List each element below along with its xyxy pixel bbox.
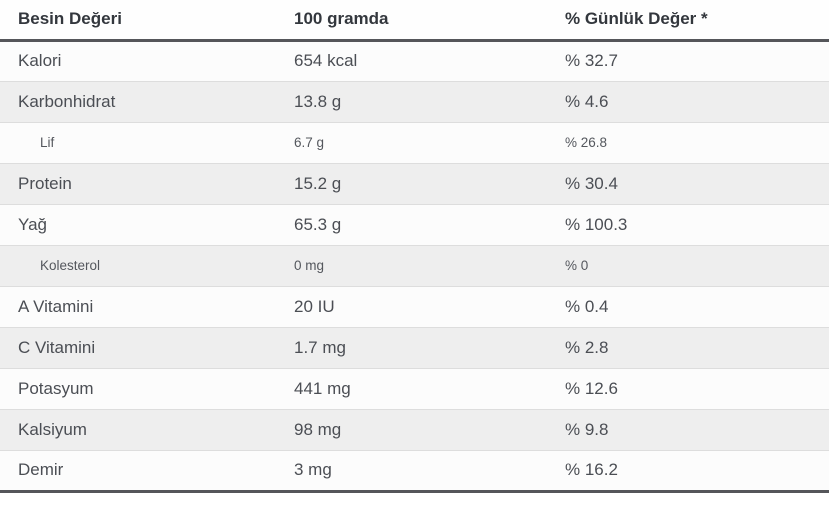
daily-value-cell: % 26.8 (565, 135, 608, 150)
nutrient-name-cell: Demir (18, 460, 64, 479)
daily-value-cell: % 9.8 (565, 419, 609, 439)
amount-cell: 1.7 mg (294, 337, 346, 357)
daily-value-cell: % 30.4 (565, 173, 618, 193)
daily-value-cell: % 0.4 (565, 296, 609, 316)
daily-value-cell: % 12.6 (565, 378, 618, 398)
table-row-sub: Kolesterol 0 mg % 0 (0, 245, 829, 286)
nutrient-name-cell: Potasyum (18, 378, 94, 398)
daily-value-cell: % 16.2 (565, 460, 618, 479)
nutrient-name-cell: A Vitamini (18, 296, 94, 316)
amount-cell: 0 mg (294, 258, 325, 273)
table-body: Kalori 654 kcal % 32.7 Karbonhidrat 13.8 g % … (0, 40, 829, 491)
nutrition-facts-table: Besin Değeri 100 gramda % Günlük Değer *… (0, 0, 829, 493)
table-row: Karbonhidrat 13.8 g % 4.6 (0, 81, 829, 122)
amount-cell: 6.7 g (294, 135, 325, 150)
table-row: Yağ 65.3 g % 100.3 (0, 204, 829, 245)
table-row: A Vitamini 20 IU % 0.4 (0, 286, 829, 327)
table-row: Potasyum 441 mg % 12.6 (0, 368, 829, 409)
nutrient-name-cell: Protein (18, 173, 72, 193)
amount-cell: 441 mg (294, 378, 351, 398)
table-row: Kalori 654 kcal % 32.7 (0, 40, 829, 81)
nutrient-name-cell: Kalsiyum (18, 419, 87, 439)
column-header-nutrient: Besin Değeri (0, 0, 276, 42)
daily-value-cell: % 2.8 (565, 337, 609, 357)
amount-cell: 15.2 g (294, 173, 342, 193)
nutrient-name-cell: Karbonhidrat (18, 91, 116, 111)
amount-cell: 98 mg (294, 419, 342, 439)
amount-cell: 20 IU (294, 296, 335, 316)
nutrient-name-cell: Yağ (18, 214, 47, 234)
nutrient-name-cell: Lif (40, 135, 55, 150)
nutrient-name-cell: Kolesterol (40, 258, 101, 273)
daily-value-cell: % 32.7 (565, 51, 618, 70)
amount-cell: 654 kcal (294, 51, 358, 70)
amount-cell: 65.3 g (294, 214, 342, 234)
nutrient-name-cell: C Vitamini (18, 337, 96, 357)
table-row: C Vitamini 1.7 mg % 2.8 (0, 327, 829, 368)
daily-value-cell: % 100.3 (565, 214, 628, 234)
daily-value-cell: % 4.6 (565, 91, 609, 111)
table-row: Protein 15.2 g % 30.4 (0, 163, 829, 204)
amount-cell: 13.8 g (294, 91, 342, 111)
daily-value-cell: % 0 (565, 258, 589, 273)
table-row: Demir 3 mg % 16.2 (0, 450, 829, 491)
nutrient-name-cell: Kalori (18, 51, 62, 70)
header-row: Besin Değeri 100 gramda % Günlük Değer * (0, 0, 829, 42)
table-row: Kalsiyum 98 mg % 9.8 (0, 409, 829, 450)
table-row-sub: Lif 6.7 g % 26.8 (0, 122, 829, 163)
column-header-per-100g: 100 gramda (276, 0, 552, 42)
column-header-daily-value: % Günlük Değer * (552, 0, 829, 42)
amount-cell: 3 mg (294, 460, 332, 479)
